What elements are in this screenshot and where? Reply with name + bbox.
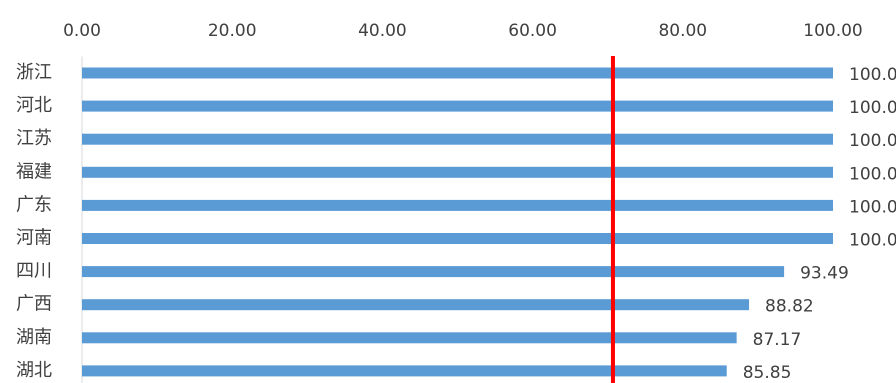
data-label: 93.49	[800, 264, 849, 284]
bar	[82, 100, 833, 112]
x-tick-label: 20.00	[208, 21, 257, 41]
data-label: 88.82	[765, 297, 814, 317]
x-tick-label: 40.00	[358, 21, 407, 41]
category-label: 广东	[16, 194, 52, 215]
bar	[82, 233, 833, 244]
data-label: 100.00	[849, 98, 896, 118]
x-tick-label: 100.00	[803, 21, 862, 41]
category-label: 河北	[16, 95, 52, 116]
x-tick-label: 0.00	[63, 21, 101, 41]
category-label: 四川	[16, 261, 52, 282]
category-label: 河南	[16, 228, 52, 249]
bar	[82, 266, 785, 278]
bar	[82, 332, 737, 344]
data-label: 85.85	[743, 363, 792, 383]
x-tick-label: 60.00	[508, 21, 557, 41]
bar	[82, 299, 750, 311]
bar	[82, 199, 833, 211]
data-label: 100.00	[849, 65, 896, 85]
category-label: 广西	[16, 294, 52, 315]
x-tick-label: 80.00	[658, 21, 707, 41]
category-label: 湖北	[16, 360, 52, 381]
category-label: 浙江	[16, 62, 52, 83]
data-label: 100.00	[849, 231, 896, 251]
data-label: 100.00	[849, 164, 896, 184]
bar	[82, 365, 727, 377]
category-label: 福建	[16, 161, 52, 182]
category-label: 江苏	[16, 128, 52, 149]
data-labels: 100.00100.00100.00100.00100.00100.0093.4…	[743, 65, 896, 383]
bar	[82, 133, 833, 145]
bars-group	[82, 67, 833, 377]
bar	[82, 166, 833, 178]
data-label: 87.17	[753, 330, 802, 350]
category-label: 湖南	[16, 327, 52, 348]
data-label: 100.00	[849, 131, 896, 151]
bar	[82, 67, 833, 79]
x-axis-ticks: 0.00 20.00 40.00 60.00 80.00 100.00	[63, 21, 863, 41]
data-label: 100.00	[849, 197, 896, 217]
